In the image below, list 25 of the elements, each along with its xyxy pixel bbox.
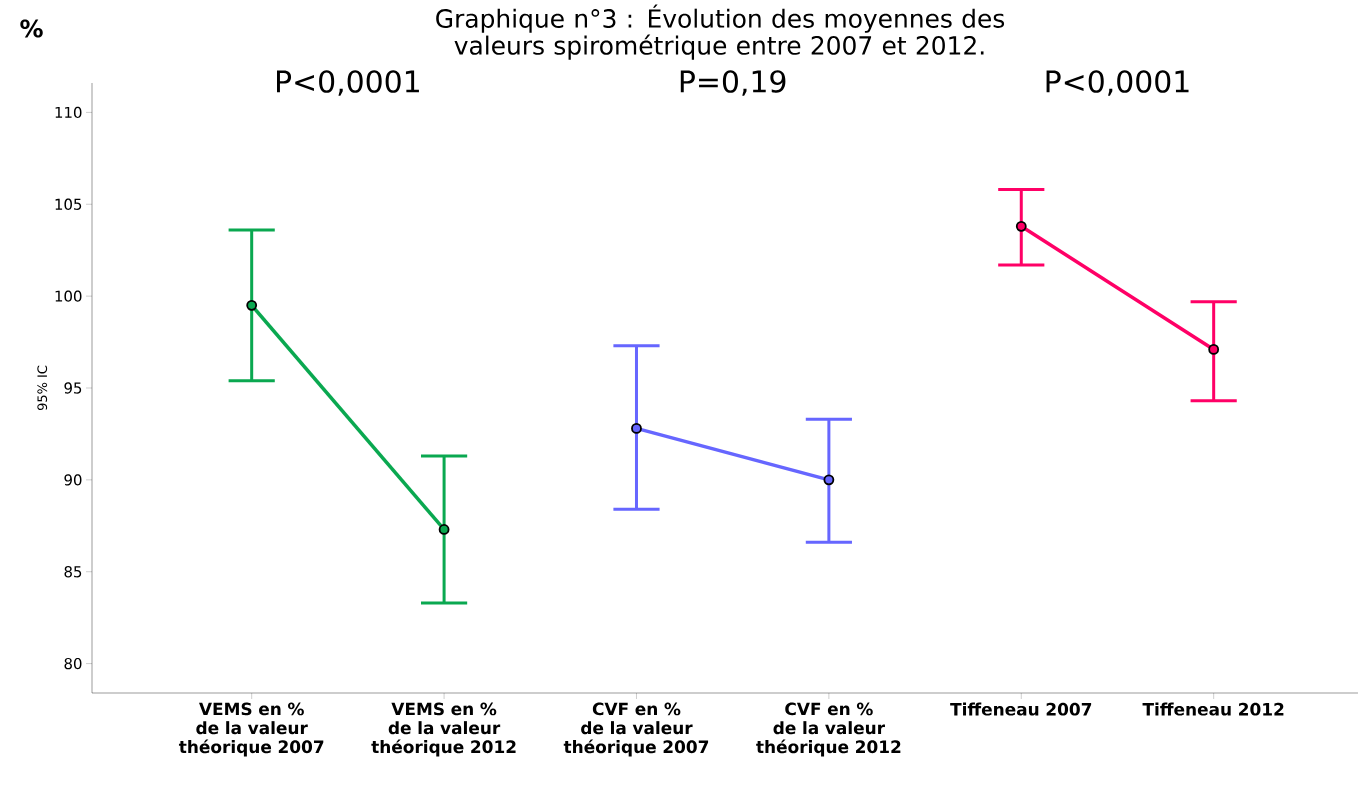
annotation: P=0,19 bbox=[680, 70, 786, 96]
y-tick-label: 105 bbox=[55, 198, 82, 210]
annotation: P<0,0001 bbox=[1046, 70, 1189, 96]
x-tick-label: CVF en % de la valeur théorique 2007 bbox=[563, 702, 709, 757]
x-tick-label: CVF en % de la valeur théorique 2012 bbox=[756, 702, 901, 757]
y-tick-label: 100 bbox=[55, 290, 82, 302]
point bbox=[1015, 220, 1027, 232]
y-tick-label: 95 bbox=[64, 382, 82, 394]
point bbox=[246, 299, 258, 311]
point bbox=[823, 474, 835, 486]
annotation: P<0,0001 bbox=[277, 70, 419, 96]
x-tick-label: Tiffeneau 2012 bbox=[1142, 702, 1284, 716]
x-tick-label: VEMS en % de la valeur théorique 2007 bbox=[178, 702, 324, 757]
text: % bbox=[20, 19, 43, 38]
y-tick-label: 110 bbox=[55, 106, 82, 119]
y-axis-title: 95% IC bbox=[37, 365, 48, 411]
chart-title: Graphique n°3 : Évolution des moyennes des valeurs spirométrique entre 2007 et 2012. bbox=[436, 4, 1005, 60]
point bbox=[1208, 344, 1220, 355]
x-tick-label: Tiffeneau 2007 bbox=[950, 702, 1092, 716]
y-tick-label: 85 bbox=[64, 566, 82, 578]
point bbox=[631, 423, 642, 434]
x-tick-label: VEMS en % de la valeur théorique 2012 bbox=[371, 702, 516, 757]
y-tick-label: 80 bbox=[64, 657, 82, 670]
y-tick-label: 90 bbox=[64, 474, 82, 486]
point bbox=[438, 524, 450, 535]
